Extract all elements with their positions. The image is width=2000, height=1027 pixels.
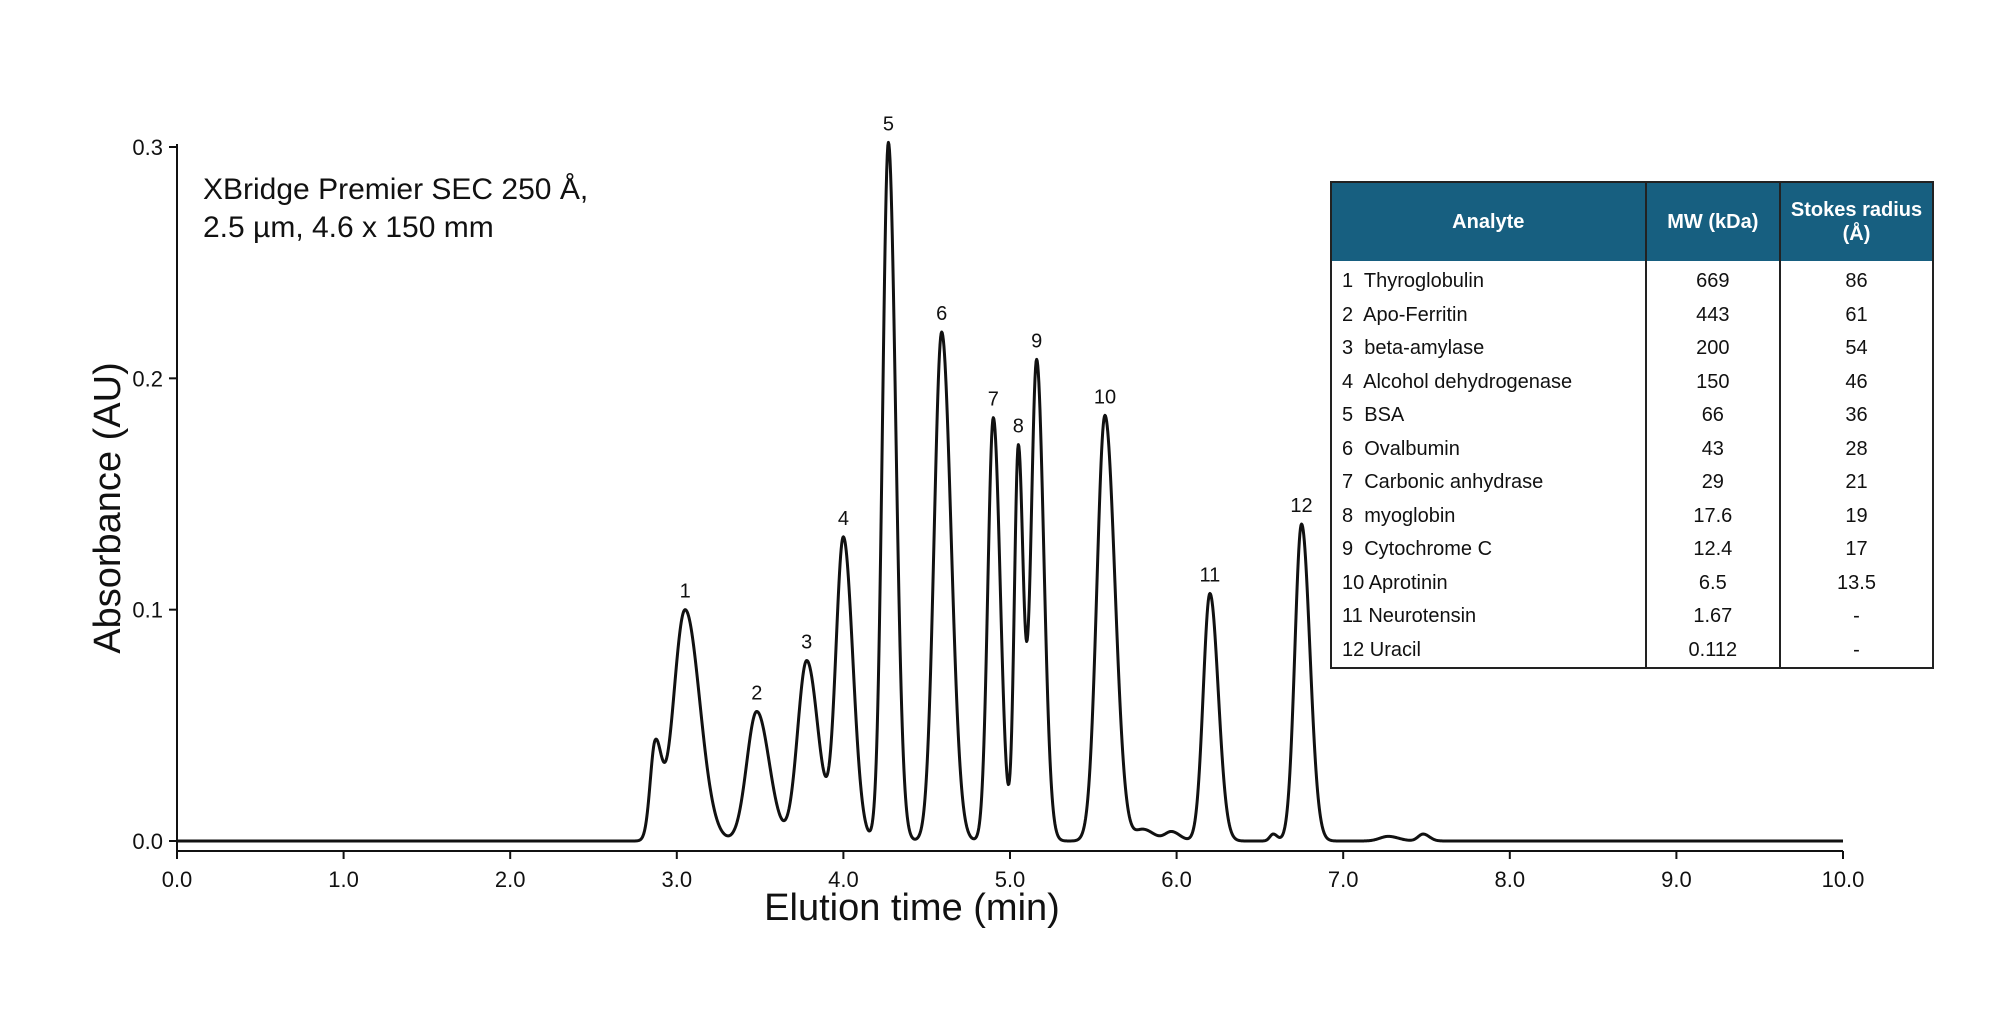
table-header-row: Analyte MW (kDa) Stokes radius (Å) <box>1331 182 1933 261</box>
x-tick-label: 8.0 <box>1495 867 1526 892</box>
peak-label-6: 6 <box>936 303 947 325</box>
table-row: 12 Uracil 0.112- <box>1331 633 1933 668</box>
table-row: 5 BSA 66 36 <box>1331 399 1933 433</box>
x-tick-label: 7.0 <box>1328 867 1359 892</box>
mw-cell: 669 <box>1644 261 1781 299</box>
peak-label-8: 8 <box>1013 416 1024 438</box>
mw-cell: 0.112 <box>1644 633 1781 668</box>
y-tick-label: 0.1 <box>132 598 163 623</box>
peak-label-9: 9 <box>1031 330 1042 352</box>
table-row: 4 Alcohol dehydrogenase 150 46 <box>1331 365 1933 399</box>
peak-label-5: 5 <box>883 113 894 135</box>
x-tick-label: 9.0 <box>1661 867 1692 892</box>
analyte-table: Analyte MW (kDa) Stokes radius (Å) 1 Thy… <box>1330 181 1934 669</box>
y-axis-title: Absorbance (AU) <box>87 362 129 653</box>
x-tick-label: 3.0 <box>662 867 693 892</box>
x-tick-label: 6.0 <box>1161 867 1192 892</box>
mw-cell: 6.5 <box>1644 566 1781 600</box>
peak-label-3: 3 <box>801 632 812 654</box>
stokes-radius-cell: 21 <box>1779 466 1933 500</box>
trace-layer <box>176 140 1844 843</box>
x-tick-label: 4.0 <box>828 867 859 892</box>
x-tick-label: 1.0 <box>328 867 359 892</box>
table-row: 2 Apo-Ferritin 443 61 <box>1331 298 1933 332</box>
table-row: 7 Carbonic anhydrase 29 21 <box>1331 466 1933 500</box>
table-row: 6 Ovalbumin 43 28 <box>1331 432 1933 466</box>
stokes-radius-cell: 17 <box>1779 533 1933 567</box>
mw-cell: 200 <box>1644 332 1781 366</box>
stokes-radius-cell: 61 <box>1779 298 1933 332</box>
mw-cell: 150 <box>1644 365 1781 399</box>
stokes-radius-cell: 19 <box>1779 499 1933 533</box>
mw-cell: 17.6 <box>1644 499 1781 533</box>
stokes-radius-cell: 46 <box>1779 365 1933 399</box>
y-tick-label: 0.2 <box>132 366 163 391</box>
stokes-radius-cell: 13.5 <box>1779 566 1933 600</box>
analyte-cell: 3 beta-amylase <box>1342 337 1485 360</box>
mw-cell: 1.67 <box>1644 600 1781 634</box>
x-tick-label: 0.0 <box>162 867 193 892</box>
y-tick-label: 0.0 <box>132 829 163 854</box>
x-axis-title: Elution time (min) <box>764 887 1060 929</box>
header-analyte: Analyte <box>1331 182 1646 261</box>
stokes-radius-cell: 54 <box>1779 332 1933 366</box>
mw-cell: 443 <box>1644 298 1781 332</box>
header-stokes-radius: Stokes radius (Å) <box>1779 182 1933 261</box>
peak-label-7: 7 <box>988 389 999 411</box>
analyte-cell: 2 Apo-Ferritin <box>1342 303 1468 326</box>
stokes-radius-cell: - <box>1779 600 1933 634</box>
table-body: 1 Thyroglobulin 669 86 2 Apo-Ferritin 443 61 3… <box>1331 261 1933 668</box>
table-row: 9 Cytochrome C 12.4 17 <box>1331 533 1933 567</box>
chromatogram-trace <box>176 140 1844 843</box>
mw-cell: 12.4 <box>1644 533 1781 567</box>
mw-cell: 66 <box>1644 399 1781 433</box>
peak-label-2: 2 <box>751 682 762 704</box>
table-row: 11 Neurotensin 1.67- <box>1331 600 1933 634</box>
stokes-radius-cell: 36 <box>1779 399 1933 433</box>
annotation-line-1: XBridge Premier SEC 250 Å, <box>203 173 588 206</box>
peak-label-4: 4 <box>838 508 849 530</box>
peak-label-1: 1 <box>680 581 691 603</box>
axis-ticks: 0.0 1.0 2.0 3.0 4.0 5.0 6.0 7.0 8.0 9.0 10.0 0.0 0.1… <box>132 135 1864 892</box>
x-tick-label: 5.0 <box>995 867 1026 892</box>
stokes-radius-cell: 86 <box>1779 261 1933 299</box>
stokes-radius-cell: 28 <box>1779 432 1933 466</box>
analyte-cell: 5 BSA <box>1342 404 1405 427</box>
analyte-cell: 4 Alcohol dehydrogenase <box>1342 370 1573 393</box>
peak-label-10: 10 <box>1094 386 1116 408</box>
analyte-cell: 10 Aprotinin <box>1342 571 1448 594</box>
x-tick-label: 10.0 <box>1822 867 1865 892</box>
analyte-cell: 6 Ovalbumin <box>1342 437 1460 460</box>
peak-label-11: 11 <box>1200 564 1221 586</box>
table-row: 3 beta-amylase 200 54 <box>1331 332 1933 366</box>
peak-label-12: 12 <box>1290 495 1312 517</box>
mw-cell: 29 <box>1644 466 1781 500</box>
annotation-line-2: 2.5 µm, 4.6 x 150 mm <box>203 211 494 244</box>
header-mw: MW (kDa) <box>1644 182 1781 261</box>
mw-cell: 43 <box>1644 432 1781 466</box>
y-tick-label: 0.3 <box>132 135 163 160</box>
analyte-cell: 7 Carbonic anhydrase <box>1342 471 1544 494</box>
x-tick-label: 2.0 <box>495 867 526 892</box>
table-row: 1 Thyroglobulin 669 86 <box>1331 261 1933 299</box>
analyte-cell: 8 myoglobin <box>1342 504 1456 527</box>
stokes-radius-cell: - <box>1779 633 1933 668</box>
analyte-cell: 11 Neurotensin <box>1342 605 1477 628</box>
analyte-cell: 9 Cytochrome C <box>1342 538 1493 561</box>
table-row: 8 myoglobin 17.6 19 <box>1331 499 1933 533</box>
analyte-cell: 1 Thyroglobulin <box>1342 270 1484 293</box>
analyte-cell: 12 Uracil <box>1342 638 1421 661</box>
table-row: 10 Aprotinin 6.5 13.5 <box>1331 566 1933 600</box>
